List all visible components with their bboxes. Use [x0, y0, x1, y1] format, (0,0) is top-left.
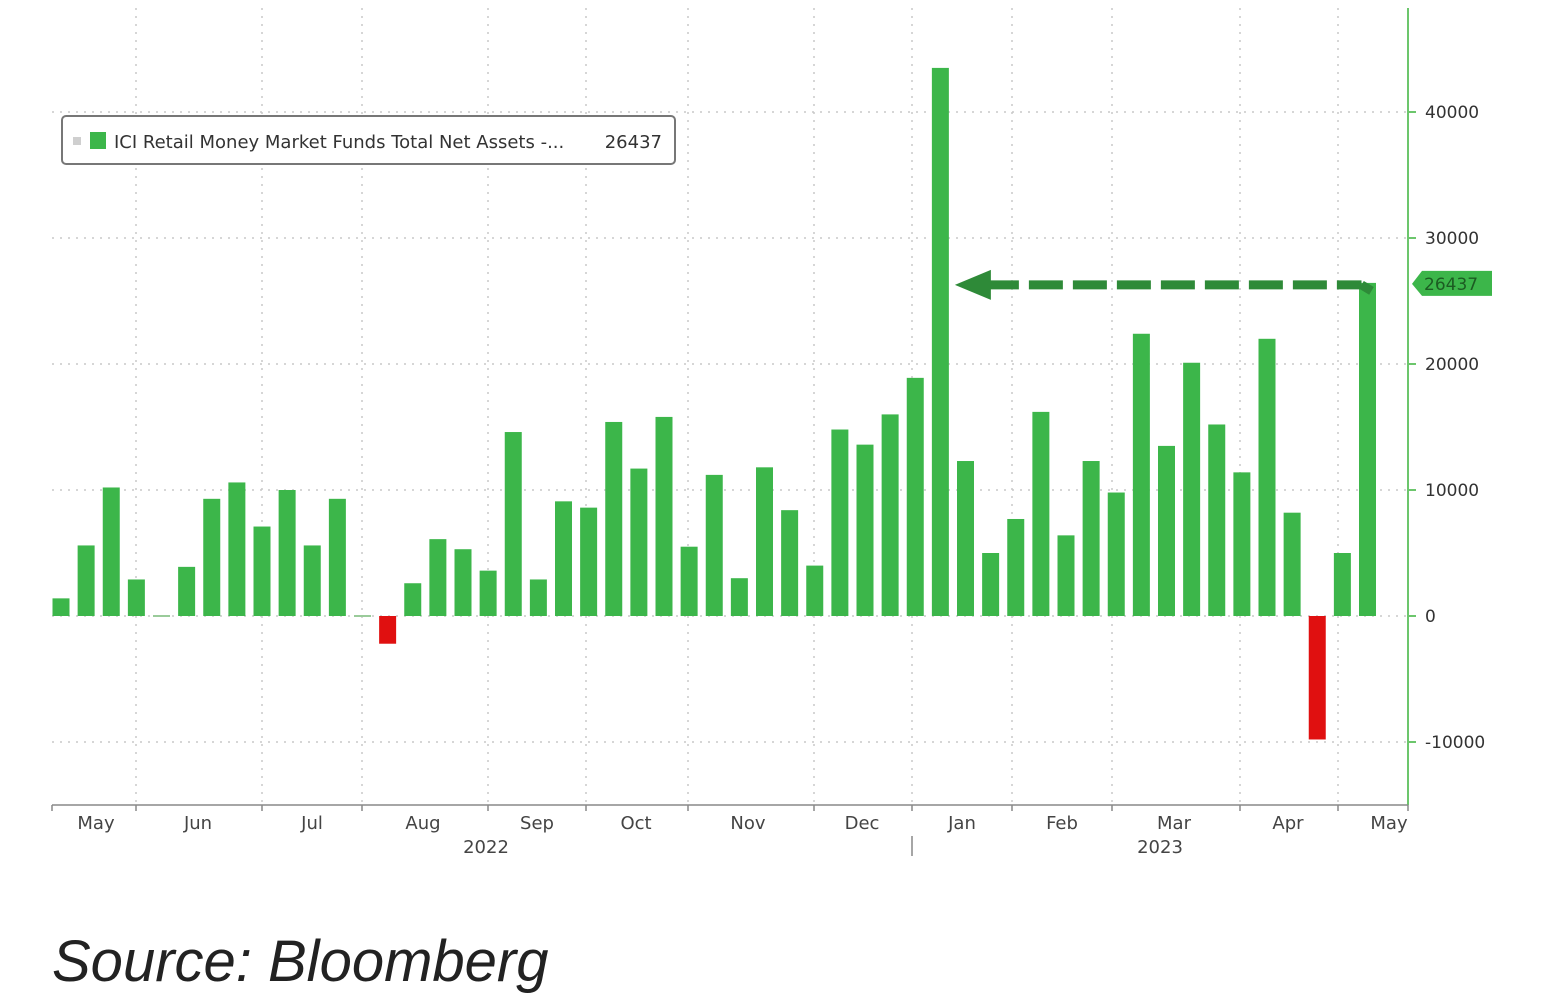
bar: [730, 578, 748, 616]
x-month-label: Aug: [405, 813, 440, 834]
bar: [1258, 338, 1276, 616]
bar: [429, 539, 447, 616]
bar: [1057, 535, 1075, 616]
bar: [52, 598, 70, 616]
bar-chart: 40000 30000 20000 10000 0 -10000 May Jun Jul Aug S…: [51, 8, 1492, 858]
bar: [203, 498, 221, 616]
bar: [278, 490, 296, 616]
bar: [529, 579, 547, 616]
legend-value: 26437: [605, 132, 662, 153]
bar: [630, 468, 648, 616]
x-month-label: Mar: [1157, 813, 1192, 834]
x-month-label: Oct: [620, 813, 651, 834]
bar: [831, 429, 849, 616]
x-month-label: Nov: [730, 813, 765, 834]
legend-swatch: [90, 132, 106, 149]
bar: [806, 565, 824, 616]
legend-box: [61, 115, 676, 165]
bar: [178, 566, 196, 616]
legend-toggle-icon: [73, 137, 81, 145]
bar: [328, 498, 346, 616]
bar: [1283, 512, 1301, 616]
x-month-label: Apr: [1272, 813, 1304, 834]
x-month-label: Dec: [845, 813, 880, 834]
bar: [957, 461, 974, 616]
y-tick-label: 20000: [1425, 355, 1479, 375]
x-month-label: May: [77, 813, 115, 834]
bar: [479, 570, 497, 616]
bar: [303, 545, 321, 616]
bar: [454, 549, 472, 616]
bar: [982, 553, 1000, 616]
y-tick-label: -10000: [1425, 733, 1485, 753]
bar: [1183, 362, 1201, 616]
y-tick-label: 10000: [1425, 481, 1479, 501]
bar: [881, 414, 899, 616]
legend-label: ICI Retail Money Market Funds Total Net …: [114, 132, 564, 153]
x-month-label: Feb: [1046, 813, 1078, 834]
bar: [655, 416, 673, 616]
x-month-label: Sep: [520, 813, 554, 834]
bar-zero: [153, 615, 170, 617]
x-month-label: Jul: [300, 813, 323, 834]
bar: [127, 579, 145, 616]
bar: [1208, 424, 1226, 616]
annotation-arrow-bend: [1359, 281, 1374, 295]
bar: [555, 501, 572, 616]
bar: [102, 487, 120, 616]
source-caption: Source: Bloomberg: [52, 929, 549, 994]
bar: [1233, 472, 1251, 616]
bar: [1308, 616, 1326, 740]
bar: [906, 377, 924, 616]
bar: [1132, 333, 1150, 616]
bar: [504, 432, 522, 616]
bar: [931, 67, 949, 616]
bar: [404, 583, 422, 616]
bar: [1107, 492, 1125, 616]
last-value-label: 26437: [1424, 275, 1478, 295]
last-value-badge: [1412, 270, 1492, 296]
bar: [77, 545, 95, 616]
annotation-arrow-head: [954, 269, 991, 300]
bar: [580, 507, 598, 616]
x-month-label: Jan: [947, 813, 976, 834]
bar: [379, 616, 397, 644]
y-tick-label: 30000: [1425, 229, 1479, 249]
bar: [1158, 445, 1175, 616]
x-year-label: 2023: [1137, 837, 1183, 858]
bar: [253, 526, 271, 616]
bar: [781, 510, 799, 616]
bar: [1359, 282, 1376, 616]
x-month-label: May: [1370, 813, 1408, 834]
bar: [705, 474, 723, 616]
bar: [1007, 518, 1025, 616]
x-month-label: Jun: [183, 813, 212, 834]
bar: [756, 467, 773, 616]
bar: [1333, 553, 1351, 616]
y-tick-label: 40000: [1425, 103, 1479, 123]
bar-zero: [354, 615, 371, 617]
y-tick-label: 0: [1425, 607, 1436, 627]
bar: [680, 546, 698, 616]
bar: [228, 482, 246, 616]
bar: [1032, 411, 1050, 616]
x-year-label: 2022: [463, 837, 509, 858]
bar: [1082, 461, 1100, 616]
bar: [605, 421, 623, 616]
bar: [856, 444, 874, 616]
